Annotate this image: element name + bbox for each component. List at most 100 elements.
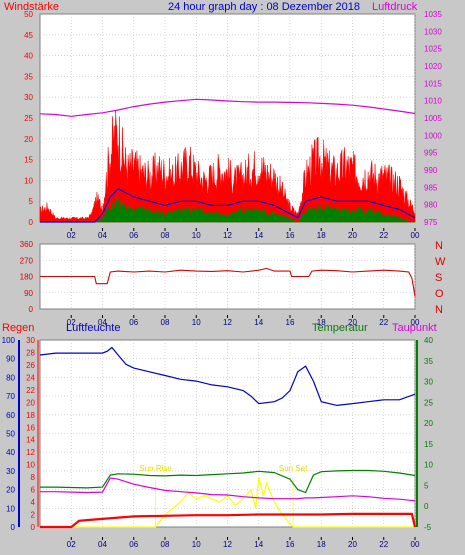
temperature-tick-label: 30 xyxy=(424,378,433,387)
pressure-tick-label: 1030 xyxy=(424,27,442,36)
rain-tick-label: 8 xyxy=(31,473,36,482)
x-tick-label: 02 xyxy=(67,540,76,549)
wind-tick-label: 50 xyxy=(24,10,33,19)
x-tick-label: 16 xyxy=(286,318,295,327)
temperature-tick-label: 0 xyxy=(424,502,429,511)
x-tick-label: 20 xyxy=(348,540,357,549)
x-tick-label: 20 xyxy=(348,231,357,240)
x-tick-label: 08 xyxy=(161,231,170,240)
x-tick-label: 22 xyxy=(379,540,388,549)
rain-tick-label: 6 xyxy=(31,486,36,495)
compass-label: N xyxy=(435,304,443,316)
temperature-tick-label: 35 xyxy=(424,357,433,366)
rain-tick-label: 28 xyxy=(26,348,35,357)
temperature-axis-title: Temperatur xyxy=(312,322,368,334)
wind-tick-label: 35 xyxy=(24,72,33,81)
rain-axis-title: Regen xyxy=(2,322,34,334)
rain-tick-label: 0 xyxy=(31,523,36,532)
x-tick-label: 14 xyxy=(254,231,263,240)
wind-tick-label: 15 xyxy=(24,156,33,165)
x-tick-label: 06 xyxy=(129,318,138,327)
temperature-tick-label: -5 xyxy=(424,523,432,532)
x-tick-label: 10 xyxy=(192,231,201,240)
direction-tick-label: 270 xyxy=(20,256,34,265)
wind-average-line xyxy=(40,187,416,223)
rain-tick-label: 10 xyxy=(26,461,35,470)
wind-tick-label: 45 xyxy=(24,31,33,40)
sunrise-label: Sun Rise xyxy=(139,464,172,473)
temperature-tick-label: 5 xyxy=(424,481,429,490)
humidity-tick-label: 40 xyxy=(6,448,15,457)
wind-tick-label: 0 xyxy=(29,218,34,227)
pressure-tick-label: 1000 xyxy=(424,131,442,140)
temperature-line xyxy=(40,469,416,494)
humidity-tick-label: 90 xyxy=(6,355,15,364)
pressure-tick-label: 990 xyxy=(424,166,438,175)
wind-tick-label: 10 xyxy=(24,176,33,185)
x-tick-label: 20 xyxy=(348,318,357,327)
x-tick-label: 12 xyxy=(223,318,232,327)
x-tick-label: 04 xyxy=(98,231,107,240)
pressure-tick-label: 975 xyxy=(424,218,438,227)
humidity-tick-label: 20 xyxy=(6,486,15,495)
x-tick-label: 10 xyxy=(192,540,201,549)
pressure-line xyxy=(39,98,416,117)
wind-tick-label: 30 xyxy=(24,93,33,102)
direction-tick-label: 0 xyxy=(29,305,34,314)
x-tick-label: 06 xyxy=(129,540,138,549)
x-tick-label: 04 xyxy=(98,318,107,327)
dewpoint-axis-title: Taupunkt xyxy=(392,322,437,334)
temperature-tick-label: 10 xyxy=(424,461,433,470)
rain-tick-label: 22 xyxy=(26,386,35,395)
compass-label: N xyxy=(435,240,443,252)
rain-tick-label: 2 xyxy=(31,511,36,520)
humidity-tick-label: 50 xyxy=(6,430,15,439)
x-tick-label: 08 xyxy=(161,318,170,327)
x-tick-label: 12 xyxy=(223,231,232,240)
x-tick-label: 00 xyxy=(411,318,420,327)
dewpoint-line xyxy=(40,477,416,502)
rain-line xyxy=(40,512,417,529)
compass-label: S xyxy=(435,272,442,284)
x-tick-label: 22 xyxy=(379,231,388,240)
x-tick-label: 02 xyxy=(67,231,76,240)
x-tick-label: 14 xyxy=(254,540,263,549)
rain-tick-label: 20 xyxy=(26,398,35,407)
rain-tick-label: 18 xyxy=(26,411,35,420)
wind-tick-label: 20 xyxy=(24,135,33,144)
pressure-tick-label: 1025 xyxy=(424,45,442,54)
x-tick-label: 00 xyxy=(411,540,420,549)
temperature-tick-label: 20 xyxy=(424,419,433,428)
x-tick-label: 14 xyxy=(254,318,263,327)
wind-speed-area xyxy=(40,196,415,223)
x-tick-label: 18 xyxy=(317,231,326,240)
humidity-axis-title: Luftfeuchte xyxy=(66,322,120,334)
pressure-tick-label: 980 xyxy=(424,201,438,210)
x-tick-label: 02 xyxy=(67,318,76,327)
rain-tick-label: 26 xyxy=(26,361,35,370)
pressure-tick-label: 1020 xyxy=(424,62,442,71)
x-tick-label: 16 xyxy=(286,540,295,549)
wind-tick-label: 25 xyxy=(24,114,33,123)
rain-tick-label: 24 xyxy=(26,373,35,382)
pressure-tick-label: 1010 xyxy=(424,97,442,106)
pressure-tick-label: 1015 xyxy=(424,79,442,88)
humidity-tick-label: 10 xyxy=(6,504,15,513)
rain-tick-label: 16 xyxy=(26,423,35,432)
humidity-tick-label: 60 xyxy=(6,411,15,420)
humidity-tick-label: 100 xyxy=(2,336,16,345)
pressure-tick-label: 1035 xyxy=(424,10,442,19)
direction-tick-label: 180 xyxy=(20,273,34,282)
humidity-line xyxy=(39,346,416,407)
solar-radiation-line xyxy=(40,476,415,528)
x-tick-label: 08 xyxy=(161,540,170,549)
humidity-tick-label: 70 xyxy=(6,392,15,401)
x-tick-label: 06 xyxy=(129,231,138,240)
wind-gust-area xyxy=(39,110,416,223)
humidity-tick-label: 0 xyxy=(11,523,16,532)
graph-title: 24 hour graph day : 08 Dezember 2018 xyxy=(168,1,360,13)
x-tick-label: 18 xyxy=(317,540,326,549)
wind-tick-label: 5 xyxy=(29,197,34,206)
